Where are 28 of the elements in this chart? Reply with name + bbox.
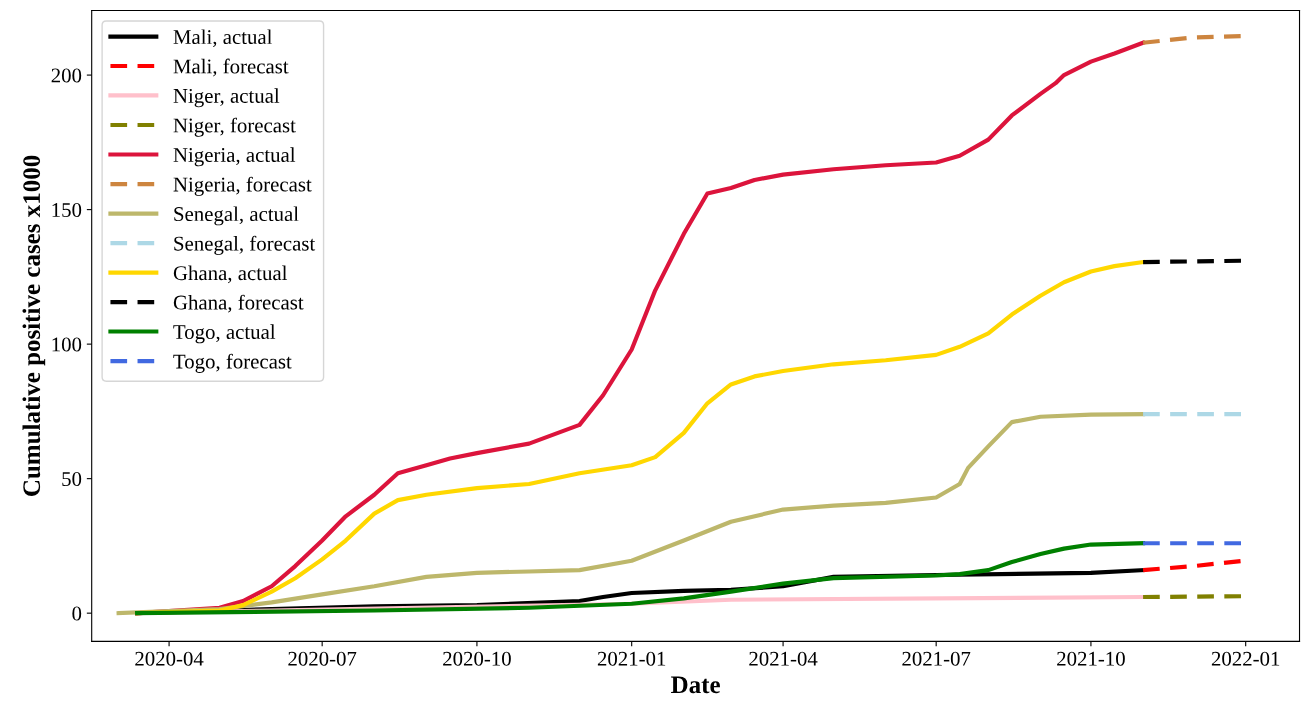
y-axis-title: Cumulative positive cases x1000 (22, 155, 46, 496)
x-tick-label: 2021-04 (749, 651, 818, 666)
x-tick-label: 2020-10 (443, 651, 511, 666)
legend-label: Ghana, actual (173, 265, 288, 284)
x-axis-title: Date (671, 676, 720, 694)
y-tick-label: 0 (72, 606, 82, 621)
line-series (135, 541, 1146, 616)
x-tick-label: 2021-10 (1057, 651, 1125, 666)
legend-label: Togo, actual (173, 324, 276, 344)
x-tick-label: 2021-01 (597, 651, 666, 666)
x-tick-label: 2020-04 (135, 651, 204, 666)
y-tick-label: 100 (52, 337, 82, 352)
legend-label: Niger, forecast (173, 117, 296, 137)
legend-label: Senegal, actual (174, 206, 299, 226)
y-tick-label: 150 (52, 202, 82, 218)
y-tick-label: 200 (51, 68, 82, 83)
x-tick-label: 2021-07 (902, 651, 971, 666)
legend-label: Senegal, forecast (174, 235, 316, 255)
legend-label: Niger, actual (173, 88, 280, 108)
legend-label: Ghana, forecast (173, 294, 304, 313)
x-tick-label: 2020-07 (288, 651, 357, 666)
legend-label: Mali, forecast (173, 58, 289, 77)
legend-label: Nigeria, forecast (173, 176, 312, 196)
x-tick-label: 2022-01 (1211, 651, 1280, 666)
legend-label: Mali, actual (173, 29, 273, 48)
legend-label: Togo, forecast (173, 353, 292, 373)
y-tick-label: 50 (62, 472, 82, 487)
legend-label: Nigeria, actual (173, 147, 296, 167)
